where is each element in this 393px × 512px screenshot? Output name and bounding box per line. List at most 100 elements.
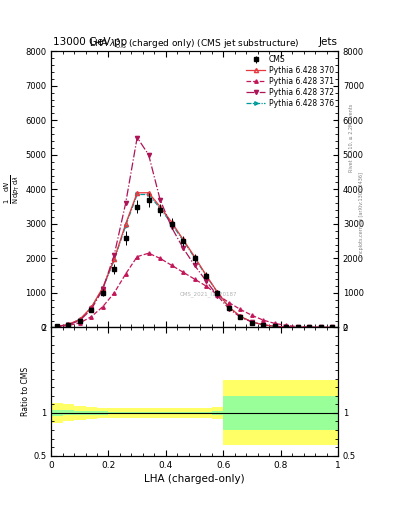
Line: Pythia 6.428 370: Pythia 6.428 370 (55, 190, 334, 330)
Pythia 6.428 370 (181, 237, 185, 243)
Pythia 6.428 376 (158, 205, 162, 211)
Pythia 6.428 376 (227, 304, 231, 310)
Pythia 6.428 371 (272, 321, 277, 327)
Pythia 6.428 370 (227, 304, 231, 310)
Pythia 6.428 372 (307, 324, 312, 330)
Text: mcplots.cern.ch [arXiv:1306.3436]: mcplots.cern.ch [arXiv:1306.3436] (359, 173, 364, 258)
X-axis label: LHA (charged-only): LHA (charged-only) (144, 474, 245, 484)
Pythia 6.428 376 (100, 285, 105, 291)
Pythia 6.428 376 (250, 319, 254, 325)
Pythia 6.428 370 (318, 324, 323, 330)
Text: 13000 GeV pp: 13000 GeV pp (53, 37, 127, 47)
Pythia 6.428 371 (227, 300, 231, 306)
Pythia 6.428 372 (192, 262, 197, 268)
Pythia 6.428 370 (330, 324, 334, 330)
Pythia 6.428 376 (192, 254, 197, 261)
Pythia 6.428 371 (238, 306, 243, 312)
Line: Pythia 6.428 372: Pythia 6.428 372 (55, 136, 334, 330)
Pythia 6.428 371 (284, 323, 289, 329)
Pythia 6.428 376 (330, 324, 334, 330)
Pythia 6.428 372 (272, 323, 277, 329)
Pythia 6.428 372 (204, 278, 208, 284)
Pythia 6.428 372 (89, 306, 94, 312)
Pythia 6.428 371 (169, 262, 174, 268)
Pythia 6.428 376 (238, 313, 243, 319)
Pythia 6.428 376 (123, 223, 128, 229)
Pythia 6.428 372 (158, 197, 162, 203)
Pythia 6.428 371 (66, 323, 71, 329)
Pythia 6.428 372 (330, 324, 334, 330)
Pythia 6.428 370 (135, 190, 140, 196)
Pythia 6.428 372 (66, 322, 71, 328)
Pythia 6.428 370 (192, 253, 197, 260)
Pythia 6.428 371 (192, 276, 197, 282)
Pythia 6.428 370 (238, 313, 243, 319)
Pythia 6.428 376 (307, 324, 312, 330)
Pythia 6.428 371 (146, 250, 151, 257)
Pythia 6.428 376 (146, 191, 151, 198)
Pythia 6.428 372 (261, 322, 266, 328)
Pythia 6.428 376 (55, 323, 59, 329)
Pythia 6.428 372 (296, 324, 300, 330)
Pythia 6.428 371 (307, 324, 312, 330)
Pythia 6.428 372 (238, 314, 243, 320)
Text: CMS_2021_I1920187: CMS_2021_I1920187 (180, 291, 238, 297)
Pythia 6.428 371 (330, 324, 334, 330)
Pythia 6.428 376 (135, 191, 140, 198)
Pythia 6.428 370 (204, 272, 208, 278)
Pythia 6.428 371 (181, 269, 185, 275)
Pythia 6.428 372 (318, 324, 323, 330)
Pythia 6.428 371 (135, 253, 140, 260)
Pythia 6.428 370 (250, 319, 254, 325)
Title: LHA $\lambda^{1}_{0.5}$ (charged only) (CMS jet substructure): LHA $\lambda^{1}_{0.5}$ (charged only) (… (89, 36, 300, 51)
Pythia 6.428 371 (89, 314, 94, 320)
Legend: CMS, Pythia 6.428 370, Pythia 6.428 371, Pythia 6.428 372, Pythia 6.428 376: CMS, Pythia 6.428 370, Pythia 6.428 371,… (244, 53, 336, 109)
Pythia 6.428 371 (123, 271, 128, 277)
Pythia 6.428 376 (296, 324, 300, 330)
Pythia 6.428 371 (296, 324, 300, 330)
Pythia 6.428 372 (146, 152, 151, 158)
Pythia 6.428 372 (123, 200, 128, 206)
Pythia 6.428 370 (158, 203, 162, 209)
Pythia 6.428 370 (296, 324, 300, 330)
Pythia 6.428 370 (307, 324, 312, 330)
Y-axis label: Ratio to CMS: Ratio to CMS (21, 367, 30, 416)
Pythia 6.428 372 (112, 252, 117, 258)
Pythia 6.428 372 (135, 135, 140, 141)
Pythia 6.428 371 (77, 320, 82, 326)
Pythia 6.428 376 (112, 257, 117, 263)
Pythia 6.428 376 (215, 289, 220, 295)
Pythia 6.428 370 (100, 285, 105, 291)
Line: Pythia 6.428 376: Pythia 6.428 376 (55, 193, 334, 329)
Pythia 6.428 372 (55, 324, 59, 330)
Pythia 6.428 372 (227, 306, 231, 312)
Pythia 6.428 371 (250, 312, 254, 318)
Text: Rivet 3.1.10, ≥ 2.2M events: Rivet 3.1.10, ≥ 2.2M events (349, 104, 354, 173)
Pythia 6.428 372 (77, 317, 82, 324)
Pythia 6.428 376 (261, 322, 266, 328)
Pythia 6.428 371 (215, 291, 220, 297)
Pythia 6.428 372 (215, 292, 220, 298)
Text: Jets: Jets (319, 37, 338, 47)
Pythia 6.428 370 (112, 256, 117, 262)
Pythia 6.428 371 (261, 317, 266, 323)
Pythia 6.428 376 (181, 238, 185, 244)
Pythia 6.428 370 (77, 316, 82, 323)
Pythia 6.428 376 (204, 272, 208, 279)
Pythia 6.428 376 (272, 323, 277, 329)
Pythia 6.428 371 (158, 255, 162, 262)
Pythia 6.428 376 (318, 324, 323, 330)
Pythia 6.428 370 (261, 322, 266, 328)
Pythia 6.428 371 (100, 304, 105, 310)
Pythia 6.428 370 (215, 289, 220, 295)
Pythia 6.428 370 (55, 323, 59, 329)
Pythia 6.428 376 (66, 322, 71, 328)
Pythia 6.428 372 (250, 319, 254, 325)
Pythia 6.428 372 (100, 286, 105, 292)
Pythia 6.428 376 (284, 324, 289, 330)
Pythia 6.428 371 (55, 324, 59, 330)
Pythia 6.428 372 (181, 245, 185, 251)
Pythia 6.428 370 (272, 323, 277, 329)
Pythia 6.428 370 (146, 190, 151, 196)
Pythia 6.428 371 (318, 324, 323, 330)
